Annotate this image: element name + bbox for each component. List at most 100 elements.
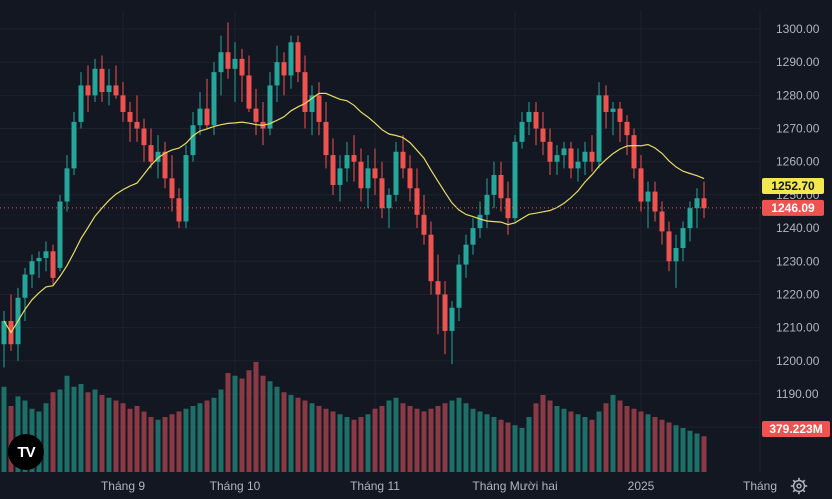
- volume-bar: [295, 397, 301, 472]
- volume-bar: [64, 375, 70, 472]
- volume-bar: [113, 400, 119, 472]
- candle-body: [561, 148, 567, 156]
- volume-bar: [498, 419, 504, 472]
- candle-body: [246, 75, 252, 109]
- volume-bar: [386, 400, 392, 472]
- volume-bar: [680, 428, 686, 472]
- tradingview-logo-icon: TV: [17, 443, 35, 461]
- candle-body: [267, 85, 273, 129]
- candle-body: [155, 151, 161, 162]
- candle-body: [295, 42, 301, 73]
- x-tick-label: Tháng 10: [210, 479, 261, 493]
- candle-body: [176, 198, 182, 222]
- candle-body: [22, 274, 28, 298]
- gear-icon[interactable]: [790, 477, 808, 495]
- volume-bar: [659, 419, 665, 472]
- volume-bar: [505, 422, 511, 472]
- time-axis[interactable]: Tháng 9 Tháng 10 Tháng 11 Tháng Mười hai 202…: [101, 479, 777, 493]
- candle-body: [666, 231, 672, 262]
- candle-body: [680, 228, 686, 248]
- volume-bar: [15, 396, 21, 472]
- candle-body: [372, 168, 378, 179]
- volume-bar: [183, 408, 189, 472]
- volume-bar: [624, 406, 630, 472]
- candle-body: [603, 95, 609, 112]
- volume-bar: [456, 397, 462, 472]
- candle-body: [393, 151, 399, 195]
- volume-bar: [281, 392, 287, 472]
- y-tick-label: 1190.00: [776, 387, 819, 401]
- candle-body: [316, 95, 322, 122]
- y-tick-label: 1260.00: [776, 155, 820, 169]
- volume-bar: [120, 403, 126, 472]
- candle-body: [477, 214, 483, 229]
- candle-body: [596, 95, 602, 162]
- volume-bar: [701, 436, 707, 472]
- volume-bar: [652, 417, 658, 472]
- candle-body: [491, 175, 497, 195]
- volume-bar: [673, 425, 679, 472]
- candle-body: [85, 85, 91, 96]
- volume-bar: [8, 406, 14, 472]
- candle-body: [617, 108, 623, 122]
- x-tick-label: Tháng 9: [101, 479, 145, 493]
- candle-body: [225, 52, 231, 69]
- candle-body: [344, 155, 350, 169]
- candle-body: [358, 161, 364, 189]
- volume-bar: [148, 417, 154, 472]
- volume-bar: [190, 406, 196, 472]
- candle-body: [631, 135, 637, 169]
- volume-bar: [71, 386, 77, 472]
- volume-bar: [687, 430, 693, 472]
- ma-value-label: 1252.70: [771, 179, 815, 193]
- candle-body: [414, 188, 420, 215]
- y-tick-label: 1300.00: [776, 22, 820, 36]
- candle-body: [1, 321, 7, 345]
- y-tick-label: 1230.00: [776, 254, 820, 268]
- candle-body: [309, 95, 315, 112]
- candle-body: [43, 251, 49, 258]
- candle-body: [582, 151, 588, 162]
- candle-body: [78, 85, 84, 122]
- volume-bar: [155, 419, 161, 472]
- volume-bar: [526, 417, 532, 472]
- last-price-label: 1246.09: [771, 201, 815, 215]
- candle-body: [71, 121, 77, 169]
- candle-body: [127, 111, 133, 122]
- volume-bar: [617, 400, 623, 472]
- volume-bar: [351, 419, 357, 472]
- volume-bar: [358, 417, 364, 472]
- grid-lines: [0, 10, 761, 472]
- volume-bar: [253, 362, 259, 472]
- y-tick-label: 1210.00: [776, 321, 820, 335]
- candle-body: [407, 168, 413, 189]
- volume-bar: [414, 408, 420, 472]
- tradingview-logo[interactable]: TV: [8, 434, 44, 470]
- volume-bar: [323, 408, 329, 472]
- candle-body: [540, 128, 546, 142]
- price-axis[interactable]: 1180.001190.001200.001210.001220.001230.…: [776, 22, 820, 434]
- candle-body: [64, 168, 70, 202]
- candle-body: [239, 58, 245, 76]
- y-tick-label: 1240.00: [776, 221, 820, 235]
- volume-bar: [379, 406, 385, 472]
- x-tick-label: Tháng Mười hai: [472, 479, 557, 493]
- volume-bar: [288, 395, 294, 472]
- volume-bar: [393, 397, 399, 472]
- volume-bar: [127, 408, 133, 472]
- candle-body: [302, 72, 308, 112]
- candle-body: [659, 211, 665, 232]
- candle-body: [575, 161, 581, 169]
- candle-body: [120, 95, 126, 112]
- volume-bar: [57, 389, 63, 472]
- volume-bar: [561, 408, 567, 472]
- candle-body: [547, 141, 553, 162]
- volume-bar: [134, 406, 140, 472]
- candle-body: [134, 121, 140, 129]
- volume-bar: [260, 375, 266, 472]
- volume-bar: [176, 411, 182, 472]
- volume-bar: [344, 417, 350, 472]
- volume-bar: [267, 381, 273, 472]
- volume-bar: [337, 414, 343, 472]
